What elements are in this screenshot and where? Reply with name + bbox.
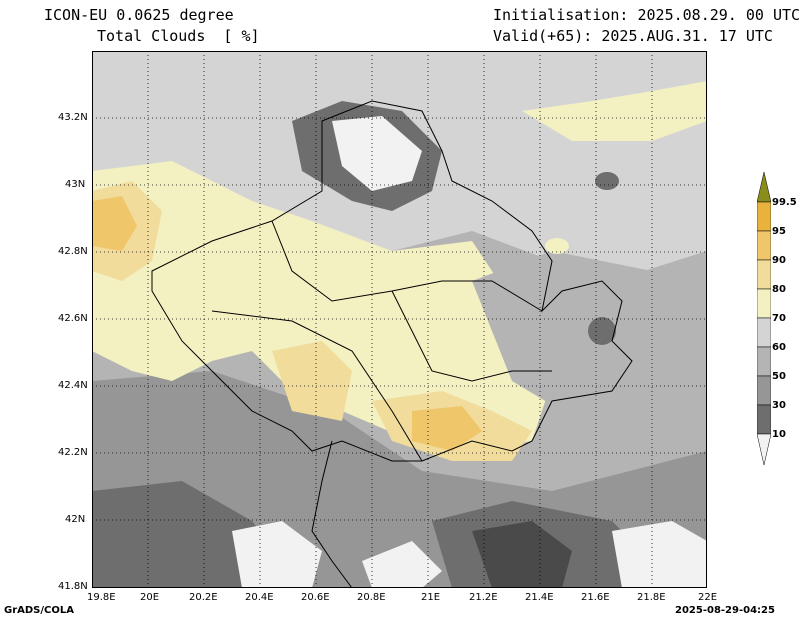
lon-tick-20.4e: 20.4E [245,592,274,603]
footer-software: GrADS/COLA [4,605,74,616]
colorbar-label-60: 60 [772,342,786,353]
field-clear-sw [232,521,322,588]
colorbar-label-50: 50 [772,371,786,382]
field-light-cell-e [545,238,569,254]
colorbar-seg-80 [757,259,771,290]
field-clear-se [612,521,707,588]
cloud-cover-map [92,51,707,588]
field-80-90-central [272,341,352,421]
colorbar-top-arrow [757,172,771,203]
init-time: Initialisation: 2025.08.29. 00 UTC [493,6,800,24]
map-frame [92,51,707,588]
field-clear-s [362,541,442,588]
colorbar-label-70: 70 [772,313,786,324]
admin-borders [151,100,633,588]
colorbar-seg-60 [757,317,771,348]
field-90-95-south [412,406,482,451]
colorbar-label-90: 90 [772,255,786,266]
inner-border-3 [391,290,552,382]
lon-tick-21.4e: 21.4E [525,592,554,603]
lon-tick-20e: 20E [140,592,160,603]
outer-border [151,100,633,462]
lat-tick-42.4n: 42.4N [58,380,88,391]
lon-tick-21.6e: 21.6E [581,592,610,603]
lat-tick-42.6n: 42.6N [58,313,88,324]
colorbar-label-80: 80 [772,284,786,295]
colorbar-seg-10 [757,404,771,435]
colorbar-seg-70 [757,288,771,319]
lon-tick-21e: 21E [421,592,441,603]
graticule [92,51,707,588]
inner-border-4 [311,440,353,588]
colorbar-label-95: 95 [772,226,786,237]
colorbar-label-30: 30 [772,400,786,411]
field-dark-cell-east [588,317,616,345]
field-70-80-north [522,81,707,141]
colorbar [757,172,771,466]
inner-border-2 [211,310,423,462]
lon-tick-20.8e: 20.8E [357,592,386,603]
lon-tick-20.6e: 20.6E [301,592,330,603]
lon-tick-19.8e: 19.8E [87,592,116,603]
lat-tick-42.8n: 42.8N [58,246,88,257]
variable-title: Total Clouds [ %] [97,27,260,45]
field-90-95-west [92,196,137,251]
colorbar-seg-95 [757,201,771,232]
valid-time: Valid(+65): 2025.AUG.31. 17 UTC [493,27,773,45]
colorbar-bottom-arrow [757,433,771,466]
lat-tick-42n: 42N [65,514,86,525]
lon-tick-21.2e: 21.2E [469,592,498,603]
colorbar-seg-30 [757,375,771,406]
field-dark-cell-ne [595,172,619,190]
lat-tick-43n: 43N [65,179,86,190]
field-clear-north [332,116,422,191]
colorbar-label-99-5: 99.5 [772,197,797,208]
field-darkest-s [472,521,572,588]
model-title: ICON-EU 0.0625 degree [44,6,234,24]
colorbar-seg-90 [757,230,771,261]
colorbar-seg-50 [757,346,771,377]
lon-tick-20.2e: 20.2E [189,592,218,603]
lat-tick-42.2n: 42.2N [58,447,88,458]
lon-tick-21.8e: 21.8E [637,592,666,603]
field-70-80-belt [92,161,552,451]
colorbar-label-10: 10 [772,429,786,440]
footer-timestamp: 2025-08-29-04:25 [675,605,775,616]
lat-tick-43.2n: 43.2N [58,112,88,123]
lat-tick-41.8n: 41.8N [58,581,88,592]
lon-tick-22e: 22E [698,592,718,603]
